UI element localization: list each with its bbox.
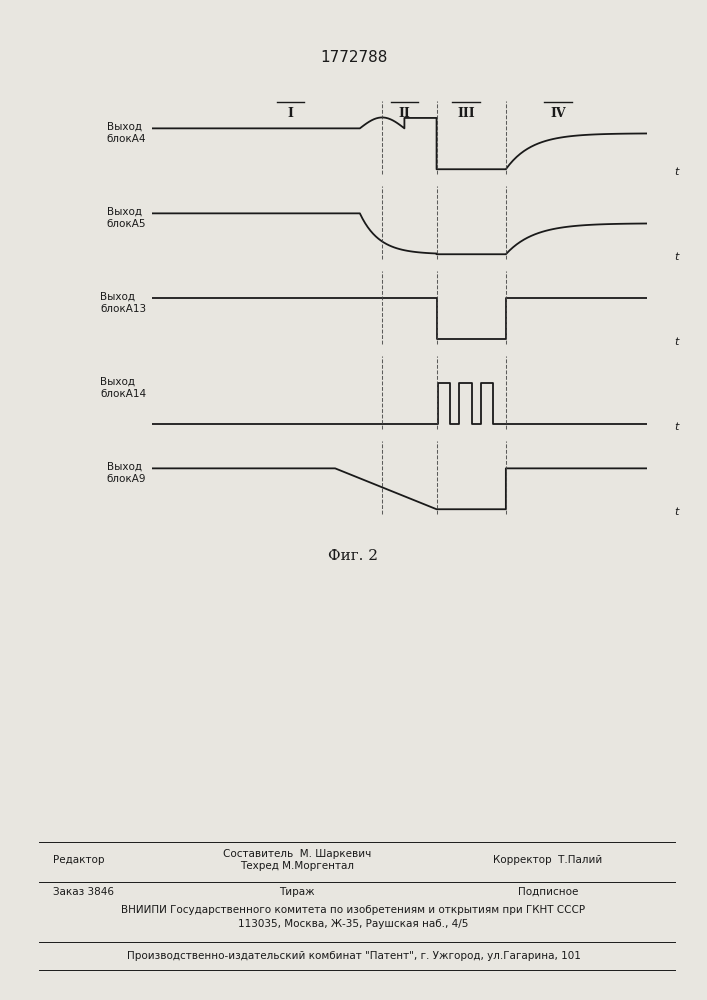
- Text: t: t: [674, 252, 679, 262]
- Text: Выход
блокА9: Выход блокА9: [107, 462, 146, 484]
- Text: Корректор  Т.Палий: Корректор Т.Палий: [493, 855, 602, 865]
- Text: Заказ 3846: Заказ 3846: [53, 887, 114, 897]
- Text: Редактор: Редактор: [53, 855, 105, 865]
- Text: t: t: [674, 337, 679, 347]
- Text: Составитель  М. Шаркевич: Составитель М. Шаркевич: [223, 849, 371, 859]
- Text: Выход
блокА14: Выход блокА14: [100, 377, 146, 399]
- Text: t: t: [674, 507, 679, 517]
- Text: Производственно-издательский комбинат "Патент", г. Ужгород, ул.Гагарина, 101: Производственно-издательский комбинат "П…: [127, 951, 580, 961]
- Text: I: I: [288, 107, 293, 120]
- Text: ВНИИПИ Государственного комитета по изобретениям и открытиям при ГКНТ СССР: ВНИИПИ Государственного комитета по изоб…: [122, 905, 585, 915]
- Text: 1772788: 1772788: [320, 50, 387, 66]
- Text: 113035, Москва, Ж-35, Раушская наб., 4/5: 113035, Москва, Ж-35, Раушская наб., 4/5: [238, 919, 469, 929]
- Text: Подписное: Подписное: [518, 887, 578, 897]
- Text: Выход
блокА5: Выход блокА5: [107, 207, 146, 229]
- Text: Тираж: Тираж: [279, 887, 315, 897]
- Text: t: t: [674, 422, 679, 432]
- Text: IV: IV: [550, 107, 566, 120]
- Text: Выход
блокА13: Выход блокА13: [100, 292, 146, 314]
- Text: t: t: [674, 167, 679, 177]
- Text: Фиг. 2: Фиг. 2: [329, 549, 378, 563]
- Text: II: II: [399, 107, 410, 120]
- Text: Техред М.Моргентал: Техред М.Моргентал: [240, 861, 354, 871]
- Text: III: III: [457, 107, 475, 120]
- Text: Выход
блокА4: Выход блокА4: [107, 122, 146, 144]
